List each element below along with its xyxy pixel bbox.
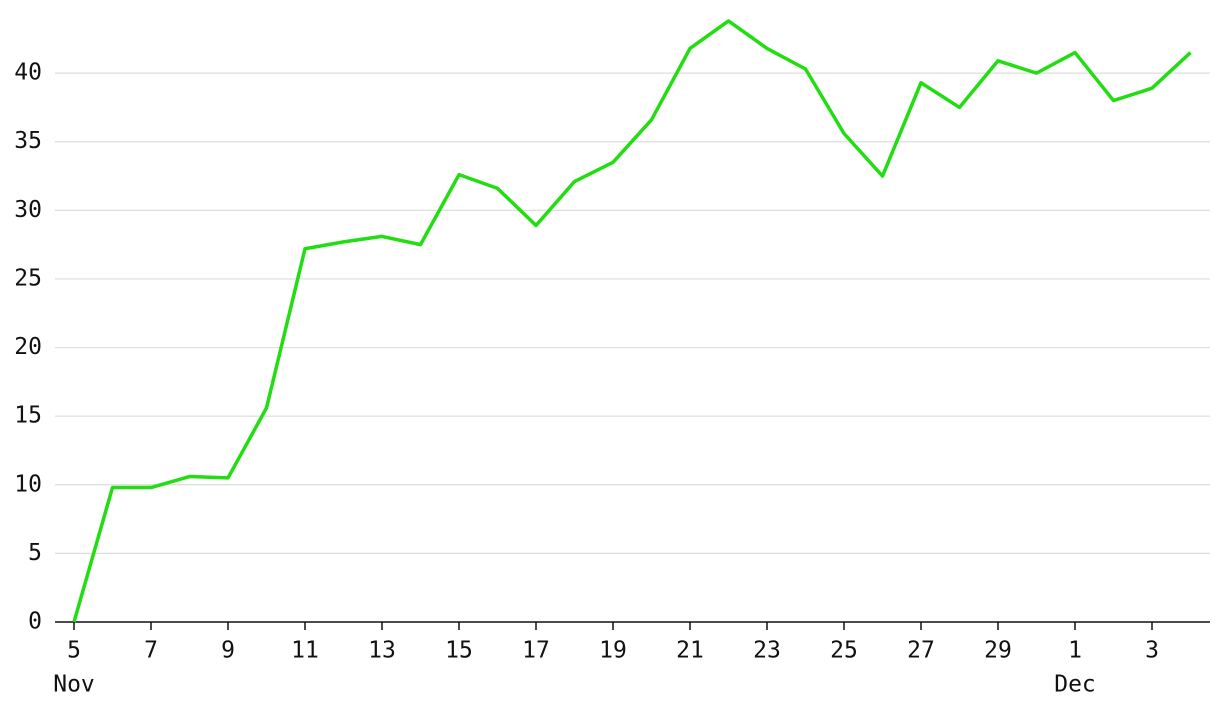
y-tick-label: 40: [14, 60, 42, 86]
y-tick-label: 25: [14, 265, 42, 291]
x-tick-label: 27: [907, 638, 935, 664]
x-tick-label: 25: [830, 638, 858, 664]
line: [72, 19, 1192, 623]
x-tick-label: 9: [221, 638, 235, 664]
x-tick-label: 15: [445, 638, 473, 664]
x-tick-label: 21: [676, 638, 704, 664]
x-group-label: Nov: [53, 672, 95, 698]
y-tick-label: 10: [14, 471, 42, 497]
x-group-label: Dec: [1054, 672, 1096, 698]
y-tick-label: 15: [14, 403, 42, 429]
y-tick-label: 35: [14, 128, 42, 154]
y-tick-label: 20: [14, 334, 42, 360]
x-tick-label: 23: [753, 638, 781, 664]
y-tick-label: 5: [28, 540, 42, 566]
x-tick-label: 5: [67, 638, 81, 664]
x-tick-label: 17: [522, 638, 550, 664]
x-tick-label: 13: [368, 638, 396, 664]
x-tick-label: 29: [984, 638, 1012, 664]
x-tick-label: 3: [1145, 638, 1159, 664]
x-tick-label: 11: [291, 638, 319, 664]
y-tick-label: 0: [28, 609, 42, 635]
x-tick-label: 19: [599, 638, 627, 664]
x-tick-label: 1: [1068, 638, 1082, 664]
y-tick-label: 30: [14, 197, 42, 223]
x-tick-label: 7: [144, 638, 158, 664]
